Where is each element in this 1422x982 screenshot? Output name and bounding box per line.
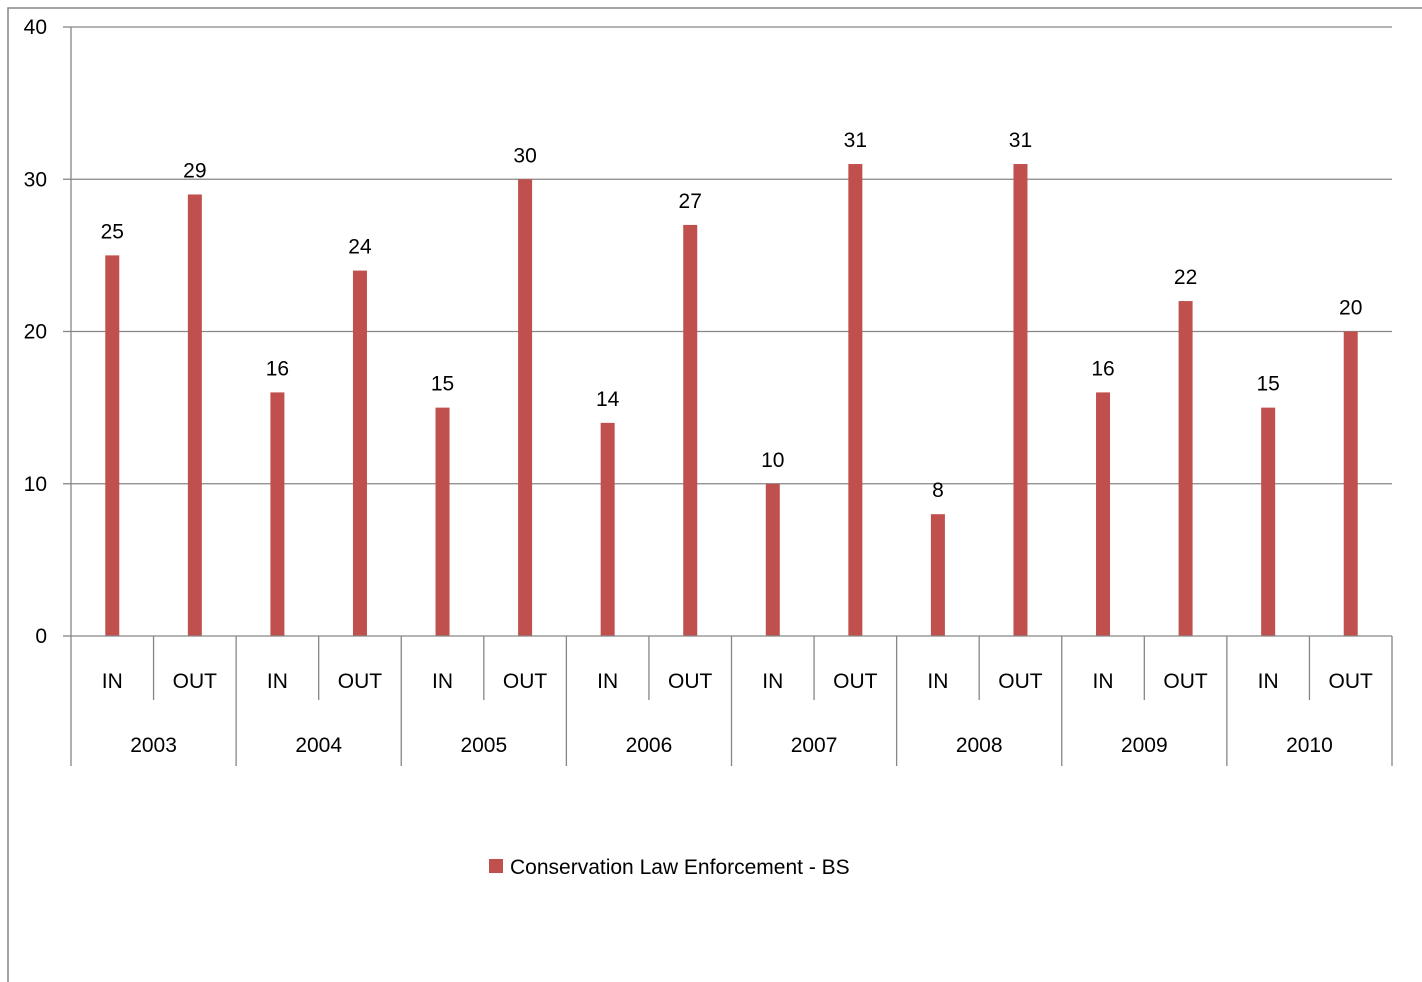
x-group-label: 2003 xyxy=(130,734,177,757)
x-subcategory-label: IN xyxy=(927,670,948,693)
bar xyxy=(352,270,367,636)
x-subcategory-label: IN xyxy=(762,670,783,693)
data-label: 16 xyxy=(1091,357,1114,380)
bar xyxy=(1343,331,1358,636)
data-label: 31 xyxy=(844,129,867,152)
x-subcategory-label: OUT xyxy=(668,670,713,693)
x-subcategory-label: OUT xyxy=(338,670,383,693)
x-subcategory-label: OUT xyxy=(1163,670,1208,693)
x-subcategory-label: OUT xyxy=(833,670,878,693)
x-subcategory-label: OUT xyxy=(503,670,548,693)
x-subcategory-label: IN xyxy=(1093,670,1114,693)
legend-swatch xyxy=(489,859,503,873)
x-subcategory-label: IN xyxy=(1258,670,1279,693)
x-group-label: 2009 xyxy=(1121,734,1168,757)
data-label: 30 xyxy=(513,144,536,167)
data-label: 14 xyxy=(596,388,620,411)
bar xyxy=(187,194,202,636)
gridlines xyxy=(71,26,1392,485)
x-subcategory-label: IN xyxy=(597,670,618,693)
y-tick-label: 0 xyxy=(35,625,47,648)
x-subcategory-label: IN xyxy=(432,670,453,693)
bar xyxy=(600,422,615,636)
y-tick-label: 40 xyxy=(24,16,47,39)
x-subcategory-label: OUT xyxy=(173,670,218,693)
bar xyxy=(1096,392,1111,636)
bar xyxy=(1261,407,1276,636)
data-label: 10 xyxy=(761,449,784,472)
data-label: 24 xyxy=(348,236,372,259)
x-group-label: 2004 xyxy=(295,734,342,757)
bar xyxy=(270,392,285,636)
bar xyxy=(1013,164,1028,636)
y-axis: 0 10 20 30 40 xyxy=(24,16,72,648)
data-labels: 25 29 16 24 15 30 14 27 10 31 8 31 16 22 15 20 xyxy=(101,129,1363,502)
bar xyxy=(105,255,120,636)
x-group-label: 2007 xyxy=(791,734,838,757)
x-group-label: 2006 xyxy=(626,734,673,757)
legend: Conservation Law Enforcement - BS xyxy=(489,856,850,879)
data-label: 15 xyxy=(431,373,454,396)
y-tick-label: 30 xyxy=(24,168,47,191)
data-label: 22 xyxy=(1174,266,1197,289)
data-label: 29 xyxy=(183,159,206,182)
data-label: 25 xyxy=(101,220,124,243)
x-group-label: 2005 xyxy=(460,734,507,757)
x-group-label: 2008 xyxy=(956,734,1003,757)
bar xyxy=(848,164,863,636)
data-label: 20 xyxy=(1339,297,1362,320)
y-tick-label: 10 xyxy=(24,473,47,496)
data-label: 31 xyxy=(1009,129,1032,152)
bar xyxy=(930,514,945,636)
x-axis: IN OUT IN OUT IN OUT IN OUT IN OUT IN OUT IN OUT IN OUT… xyxy=(70,635,1393,766)
bar xyxy=(518,179,533,636)
chart-area-border xyxy=(7,7,1422,982)
bar xyxy=(683,224,698,637)
bars xyxy=(105,164,1358,637)
x-subcategory-label: IN xyxy=(267,670,288,693)
x-subcategory-label: IN xyxy=(102,670,123,693)
x-subcategory-label: OUT xyxy=(998,670,1043,693)
legend-label: Conservation Law Enforcement - BS xyxy=(510,856,850,879)
bar xyxy=(435,407,450,636)
data-label: 15 xyxy=(1256,373,1279,396)
x-group-label: 2010 xyxy=(1286,734,1333,757)
bar xyxy=(1178,301,1193,636)
data-label: 27 xyxy=(679,190,702,213)
data-label: 8 xyxy=(932,479,944,502)
data-label: 16 xyxy=(266,357,289,380)
bar xyxy=(765,483,780,636)
y-tick-label: 20 xyxy=(24,321,47,344)
x-subcategory-label: OUT xyxy=(1329,670,1374,693)
